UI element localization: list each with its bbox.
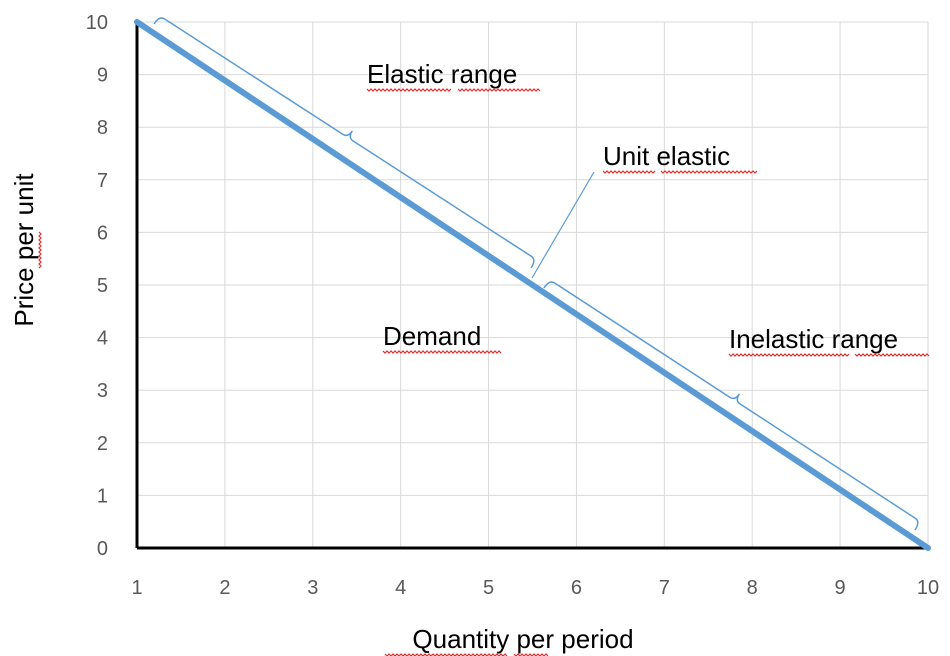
x-tick-label: 3: [307, 577, 318, 599]
elastic-range-brace: [153, 17, 535, 269]
spellcheck-underlines: [38, 88, 930, 656]
elastic-range-label: Elastic range: [367, 59, 517, 89]
y-tick-label: 6: [97, 222, 108, 244]
squiggle-elastic: [366, 88, 452, 92]
axes: [135, 22, 928, 550]
inelastic-range-brace: [543, 281, 919, 531]
x-tick-labels: 1 2 3 4 5 6 7 8 9 10: [131, 577, 939, 599]
x-tick-label: 2: [219, 577, 230, 599]
squiggle-per-2: [38, 231, 42, 269]
y-axis-title: Price per unit: [9, 173, 39, 327]
demand-label: Demand: [383, 321, 481, 351]
y-tick-label: 9: [97, 65, 108, 87]
y-tick-label: 10: [86, 12, 108, 34]
y-tick-label: 4: [97, 328, 108, 350]
y-tick-label: 3: [97, 380, 108, 402]
y-tick-label: 2: [97, 433, 108, 455]
squiggle-inelastic: [728, 353, 850, 357]
range-braces: [153, 17, 919, 531]
y-tick-labels: 0 1 2 3 4 5 6 7 8 9 10: [86, 12, 108, 560]
squiggle-demand: [382, 350, 502, 354]
y-tick-label: 5: [97, 275, 108, 297]
x-tick-label: 6: [571, 577, 582, 599]
squiggle-elastic-2: [660, 170, 758, 174]
y-tick-label: 0: [97, 538, 108, 560]
unit-elastic-leader-line: [531, 171, 595, 279]
x-tick-label: 10: [917, 577, 939, 599]
series-group: [134, 19, 931, 551]
x-tick-label: 1: [131, 577, 142, 599]
squiggle-range-1: [457, 88, 541, 92]
x-tick-label: 8: [747, 577, 758, 599]
demand-line: [134, 19, 931, 551]
x-tick-label: 5: [483, 577, 494, 599]
inelastic-range-label: Inelastic range: [729, 324, 898, 354]
y-tick-label: 1: [97, 485, 108, 507]
x-tick-label: 7: [659, 577, 670, 599]
x-tick-label: 9: [835, 577, 846, 599]
squiggle-range-2: [854, 353, 930, 357]
unit-elastic-label: Unit elastic: [603, 141, 730, 171]
x-tick-label: 4: [395, 577, 406, 599]
squiggle-unit: [602, 170, 656, 174]
y-tick-label: 7: [97, 170, 108, 192]
y-tick-label: 8: [97, 117, 108, 139]
x-axis-title: Quantity per period: [412, 624, 633, 654]
